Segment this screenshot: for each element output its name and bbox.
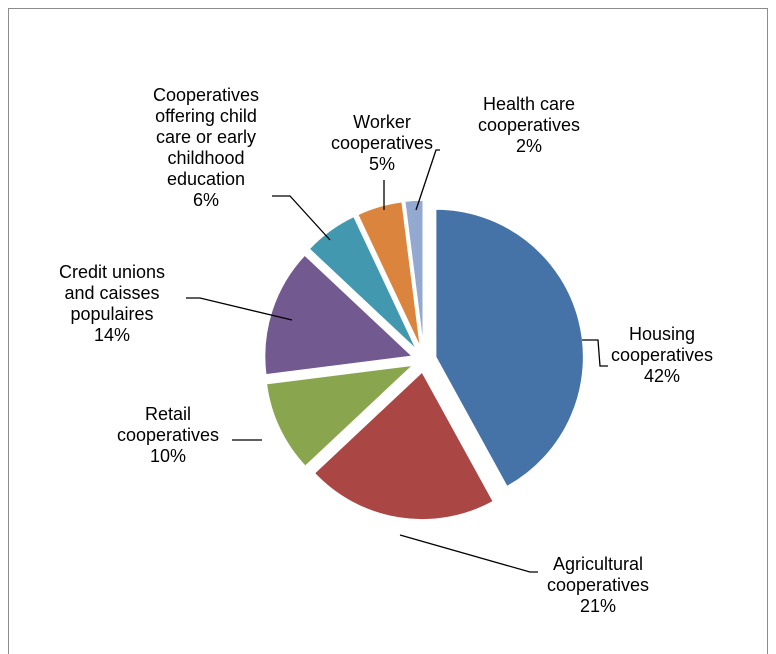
chart-frame	[8, 8, 768, 654]
data-labels: Housing cooperatives 42%Agricultural cooper…	[59, 85, 713, 616]
data-label-category: cooperatives	[117, 425, 219, 445]
leader-line-7	[415, 149, 440, 211]
data-label-category: Housing	[629, 324, 695, 344]
data-label-percent: 42%	[644, 366, 680, 386]
data-label-percent: 10%	[150, 446, 186, 466]
data-label-percent: 5%	[369, 154, 395, 174]
data-label-category: Cooperatives	[153, 85, 259, 105]
data-label-percent: 14%	[94, 325, 130, 345]
data-label-category: cooperatives	[547, 575, 649, 595]
data-label-2: Agricultural cooperatives 21%	[547, 554, 649, 616]
data-label-category: care or early	[156, 127, 256, 147]
data-label-1: Housing cooperatives 42%	[611, 324, 713, 386]
data-label-category: Retail	[145, 404, 191, 424]
data-label-category: Worker	[353, 112, 411, 132]
leader-lines	[186, 149, 608, 573]
data-label-percent: 6%	[193, 190, 219, 210]
data-label-percent: 21%	[580, 596, 616, 616]
data-label-category: cooperatives	[611, 345, 713, 365]
data-label-percent: 2%	[516, 136, 542, 156]
data-label-category: childhood	[167, 148, 244, 168]
data-label-category: Health care	[483, 94, 575, 114]
leader-line-4	[186, 297, 293, 321]
pie-slice-2	[313, 370, 495, 521]
data-label-7: Health care cooperatives 2%	[478, 94, 580, 156]
leader-line-5	[272, 195, 331, 241]
leader-line-2	[399, 534, 538, 573]
pie-slice-3	[265, 364, 416, 468]
data-label-category: populaires	[70, 304, 153, 324]
leader-line-1	[582, 339, 608, 367]
data-label-category: offering child	[155, 106, 257, 126]
pie-slice-1	[434, 208, 585, 488]
pie-slice-6	[356, 200, 422, 349]
data-label-5: Cooperatives offering child care or early c…	[153, 85, 259, 210]
data-label-category: cooperatives	[331, 133, 433, 153]
data-label-category: cooperatives	[478, 115, 580, 135]
pie-slice-7	[403, 199, 424, 349]
pie-slice-5	[307, 215, 418, 351]
data-label-6: Worker cooperatives 5%	[331, 112, 433, 174]
pie-slices	[263, 199, 585, 521]
data-label-category: Agricultural	[553, 554, 643, 574]
data-label-category: education	[167, 169, 245, 189]
pie-slice-4	[263, 253, 415, 376]
data-label-category: Credit unions	[59, 262, 165, 282]
data-label-category: and caisses	[64, 283, 159, 303]
data-label-3: Retail cooperatives 10%	[117, 404, 219, 466]
data-label-4: Credit unions and caisses populaires 14%	[59, 262, 165, 345]
